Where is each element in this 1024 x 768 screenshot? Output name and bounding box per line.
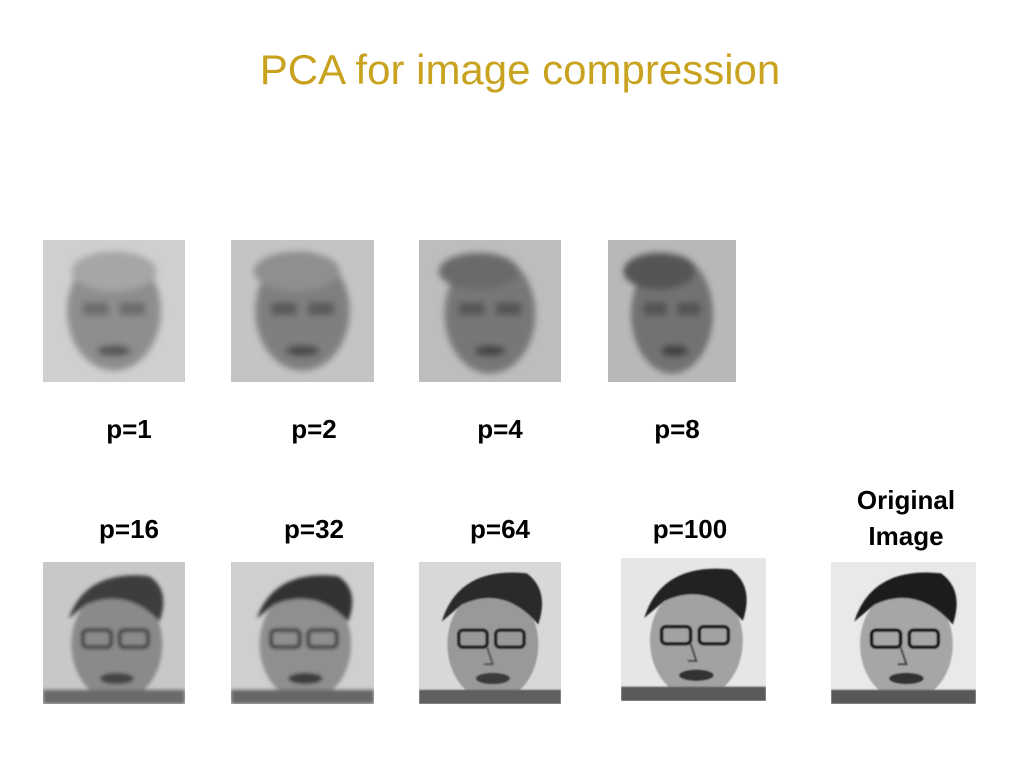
label-p32: p=32 — [284, 514, 344, 544]
face-image-p64 — [419, 562, 561, 704]
face-image-p1 — [43, 240, 185, 382]
face-image-p100 — [621, 558, 766, 701]
label-original-line1: Original — [856, 485, 956, 515]
slide-title: PCA for image compression — [259, 46, 781, 93]
label-p8: p=8 — [654, 414, 700, 444]
face-image-original — [831, 562, 976, 704]
face-image-p8 — [608, 240, 736, 382]
label-p2: p=2 — [291, 414, 337, 444]
label-p16: p=16 — [99, 514, 159, 544]
label-p1: p=1 — [106, 414, 152, 444]
face-image-p4 — [419, 240, 561, 382]
label-p64: p=64 — [470, 514, 530, 544]
label-original-image: Original Image — [830, 482, 982, 554]
label-p100: p=100 — [652, 514, 728, 544]
face-image-p32 — [231, 562, 374, 704]
face-image-p2 — [231, 240, 374, 382]
label-p4: p=4 — [477, 414, 523, 444]
face-image-p16 — [43, 562, 185, 704]
label-original-line2: Image — [868, 521, 944, 551]
